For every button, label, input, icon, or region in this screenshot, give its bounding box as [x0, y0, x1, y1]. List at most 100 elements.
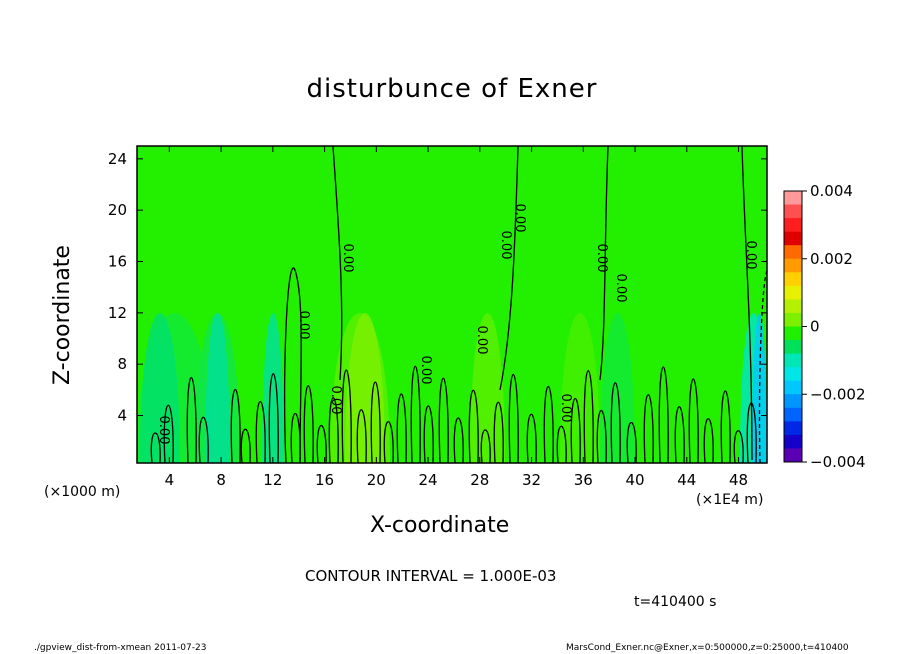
contour-line-29 — [583, 370, 594, 464]
colorbar-swatch — [784, 191, 802, 206]
colorbar-tick-label: 0.004 — [810, 182, 853, 200]
colorbar-swatch — [784, 340, 802, 355]
colorbar-swatch — [784, 407, 802, 422]
contour-line-1 — [163, 404, 174, 464]
contour-line-9 — [303, 385, 314, 464]
contour-label-2: 0.00 — [340, 244, 355, 273]
contour-line-37 — [703, 418, 714, 464]
contour-line-23 — [493, 401, 504, 464]
contour-line-32 — [626, 421, 637, 464]
x-tick-label: 32 — [522, 471, 541, 489]
contour-major-3 — [741, 145, 753, 461]
time-label: t=410400 s — [634, 594, 717, 610]
contour-line-3 — [198, 416, 209, 464]
contour-line-11 — [328, 397, 339, 464]
y-axis-label: Z-coordinate — [50, 245, 75, 385]
contour-label-5: 0.00 — [474, 326, 489, 355]
field-anomaly-6 — [345, 313, 385, 463]
y-tick-label: 4 — [117, 407, 127, 425]
x-tick-label: 16 — [315, 471, 334, 489]
contour-line-22 — [480, 429, 491, 464]
contour-line-27 — [556, 425, 567, 464]
contour-major-1 — [499, 145, 519, 391]
colorbar-swatch — [784, 353, 802, 368]
contour-line-20 — [453, 417, 464, 464]
contour-line-31 — [610, 382, 621, 464]
x-tick-label: 24 — [419, 471, 438, 489]
contour-major-4 — [283, 267, 302, 464]
colorbar-swatch — [784, 394, 802, 409]
colorbar-swatch — [784, 285, 802, 300]
contour-interval-label: CONTOUR INTERVAL = 1.000E-03 — [305, 567, 557, 585]
x-tick-label: 28 — [470, 471, 489, 489]
contour-line-30 — [596, 410, 607, 464]
plot-frame — [136, 145, 768, 464]
contour-label-9: 0.00 — [594, 244, 609, 273]
x-tick-label: 48 — [729, 471, 748, 489]
contour-major-0 — [332, 145, 343, 381]
field-anomaly-8 — [560, 313, 600, 463]
contour-line-10 — [316, 425, 327, 464]
colorbar-swatch — [784, 448, 802, 463]
colorbar-swatch — [784, 218, 802, 233]
contour-line-21 — [468, 389, 479, 464]
contour-major-2 — [599, 145, 609, 381]
contour-line-35 — [674, 406, 685, 464]
colorbar-tick-label: 0 — [810, 318, 820, 336]
colorbar-swatch — [784, 299, 802, 314]
contour-line-33 — [643, 394, 654, 464]
x-tick-label: 36 — [574, 471, 593, 489]
contour-line-2 — [186, 376, 197, 464]
contour-line-38 — [720, 390, 731, 464]
chart-title: disturbunce of Exner — [306, 74, 598, 104]
contour-line-17 — [410, 365, 421, 464]
x-tick-label: 4 — [165, 471, 175, 489]
x-tick-label: 40 — [626, 471, 645, 489]
contour-label-0: 0.00 — [156, 416, 171, 445]
colorbar-swatch — [784, 258, 802, 273]
y-tick-label: 12 — [108, 304, 127, 322]
colorbar-swatch — [784, 245, 802, 260]
contour-label-6: 0.00 — [498, 231, 513, 260]
contour-line-0 — [150, 432, 161, 464]
colorbar-tick-label: −0.002 — [810, 385, 866, 403]
contour-negative — [758, 269, 769, 464]
colorbar-swatch — [784, 434, 802, 449]
y-tick-label: 20 — [108, 201, 127, 219]
x-tick-label: 20 — [367, 471, 386, 489]
colorbar-swatch — [784, 231, 802, 246]
x-tick-label: 44 — [677, 471, 696, 489]
colorbar-tick-label: 0.002 — [810, 250, 853, 268]
field-background — [137, 146, 767, 463]
contour-line-14 — [370, 381, 381, 464]
contour-line-5 — [240, 428, 251, 464]
footer-right-text: MarsCond_Exner.nc@Exner,x=0:500000,z=0:2… — [566, 643, 849, 653]
contour-label-11: 0.00 — [743, 241, 758, 270]
contour-line-36 — [688, 378, 699, 464]
field-anomaly-3 — [205, 313, 230, 463]
contour-line-12 — [341, 369, 352, 464]
contour-line-24 — [508, 373, 519, 464]
contour-label-8: 0.00 — [558, 394, 573, 423]
y-tick-label: 16 — [108, 253, 127, 271]
contour-line-34 — [658, 366, 669, 464]
y-tick-label: 24 — [108, 150, 127, 168]
colorbar-swatch — [784, 421, 802, 436]
colorbar-swatch — [784, 272, 802, 287]
colorbar-swatch — [784, 326, 802, 341]
colorbar-swatch — [784, 380, 802, 395]
colorbar-swatch — [784, 312, 802, 327]
x-scale-label: (×1E4 m) — [696, 492, 764, 508]
contour-line-15 — [383, 421, 394, 464]
colorbar-swatch — [784, 367, 802, 382]
contour-label-3: 0.00 — [328, 386, 343, 415]
contour-line-28 — [570, 397, 581, 464]
contour-line-7 — [268, 373, 279, 464]
contour-line-6 — [255, 400, 266, 464]
contour-label-10: 0.00 — [613, 274, 628, 303]
field-anomaly-1 — [140, 313, 180, 463]
colorbar-tick-label: −0.004 — [810, 453, 866, 471]
footer-left-text: ./gpview_dist-from-xmean 2011-07-23 — [34, 643, 207, 653]
contour-line-19 — [438, 377, 449, 464]
